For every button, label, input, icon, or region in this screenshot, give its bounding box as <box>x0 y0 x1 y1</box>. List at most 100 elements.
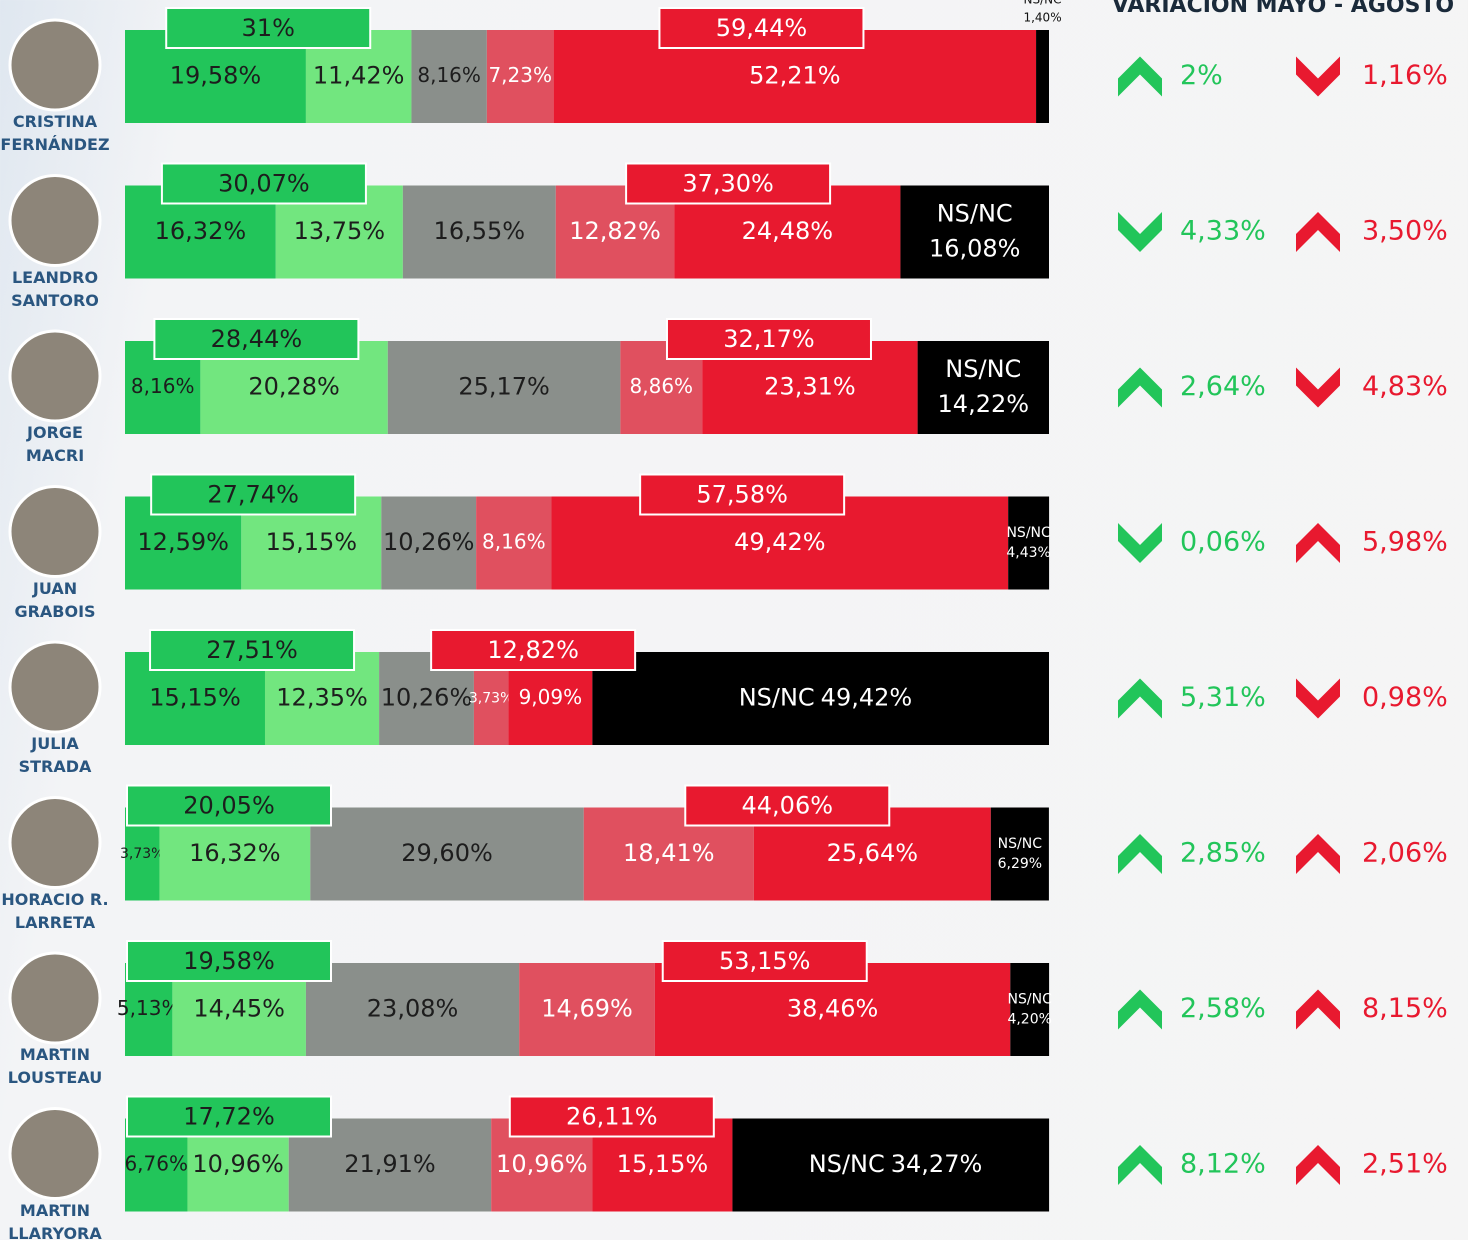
change-arrow <box>1118 834 1162 874</box>
change-label: 5,31% <box>1180 682 1266 713</box>
change-label: 4,33% <box>1180 216 1266 247</box>
total-label: 27,51% <box>206 636 298 664</box>
candidate-name: JORGE MACRI <box>0 421 113 467</box>
change-arrow <box>1118 212 1162 252</box>
change-arrow <box>1296 57 1340 97</box>
change-label: 8,15% <box>1362 993 1448 1024</box>
candidate-photo <box>10 953 100 1043</box>
segment-label: 52,21% <box>749 62 841 90</box>
candidate-name: JUAN GRABOIS <box>0 577 113 623</box>
segment-label: 20,28% <box>248 373 340 401</box>
segment-label: 5,13% <box>117 996 181 1020</box>
segment-label: 8,86% <box>630 374 694 398</box>
change-label: 2,51% <box>1362 1149 1448 1180</box>
segment-label: 8,16% <box>131 374 195 398</box>
segment-label: 18,41% <box>623 839 715 867</box>
nsnc-label: NS/NC <box>1024 0 1062 7</box>
nsnc-value-label: 4,43% <box>1006 545 1050 561</box>
segment-label: 16,32% <box>155 217 247 245</box>
change-label: 1,16% <box>1362 60 1448 91</box>
segment-label: 11,42% <box>313 62 405 90</box>
nsnc-label: NS/NC <box>739 684 815 712</box>
change-arrow <box>1118 368 1162 408</box>
total-label: 28,44% <box>211 325 303 353</box>
nsnc-label: NS/NC <box>809 1150 885 1178</box>
change-label: 4,83% <box>1362 371 1448 402</box>
segment-label: 8,16% <box>482 530 546 554</box>
segment-label: 23,31% <box>764 373 856 401</box>
change-arrow <box>1296 368 1340 408</box>
total-label: 17,72% <box>183 1103 275 1131</box>
candidate-name: LEANDRO SANTORO <box>0 266 113 312</box>
variation-title: VARIACIÓN MAYO - AGOSTO <box>1112 0 1454 18</box>
segment-label: 9,09% <box>519 685 583 709</box>
total-label: 30,07% <box>218 170 310 198</box>
total-label: 26,11% <box>566 1103 658 1131</box>
nsnc-value-label: 49,42% <box>821 684 913 712</box>
change-arrow <box>1296 1145 1340 1185</box>
candidate-photo <box>10 20 100 110</box>
change-label: 5,98% <box>1362 527 1448 558</box>
segment-label: 38,46% <box>787 995 879 1023</box>
change-arrow <box>1296 523 1340 563</box>
total-label: 19,58% <box>183 947 275 975</box>
segment-label: 3,73% <box>469 691 513 707</box>
total-label: 31% <box>242 14 295 42</box>
total-label: 44,06% <box>742 792 834 820</box>
change-arrow <box>1296 679 1340 719</box>
segment-label: 13,75% <box>294 217 386 245</box>
segment-label: 12,59% <box>137 528 229 556</box>
bar-segment <box>1036 30 1049 123</box>
change-label: 2,58% <box>1180 993 1266 1024</box>
segment-label: 10,26% <box>383 528 475 556</box>
change-arrow <box>1296 834 1340 874</box>
candidate-photo <box>10 798 100 888</box>
change-arrow <box>1118 679 1162 719</box>
candidate-photo <box>10 642 100 732</box>
candidate-name: MARTIN LLARYORA <box>0 1199 113 1240</box>
candidate-name: HORACIO R. LARRETA <box>0 888 113 934</box>
segment-label: 8,16% <box>417 63 481 87</box>
total-label: 59,44% <box>716 14 808 42</box>
change-arrow <box>1118 523 1162 563</box>
change-label: 2% <box>1180 60 1223 91</box>
segment-label: 10,96% <box>496 1150 588 1178</box>
candidate-photo <box>10 176 100 266</box>
segment-label: 49,42% <box>734 528 826 556</box>
nsnc-value-label: 14,22% <box>938 390 1030 418</box>
nsnc-value-label: 6,29% <box>998 856 1042 872</box>
total-label: 12,82% <box>487 636 579 664</box>
total-label: 53,15% <box>719 947 811 975</box>
candidate-name: JULIA STRADA <box>0 732 113 778</box>
change-label: 3,50% <box>1362 216 1448 247</box>
segment-label: 3,73% <box>120 846 164 862</box>
chart: VARIACIÓN MAYO - AGOSTO 19,58% 11,42% 8,16… <box>0 0 1468 1240</box>
bar-segment <box>1010 963 1049 1056</box>
bar-segment <box>991 808 1049 901</box>
segment-label: 10,26% <box>381 684 473 712</box>
change-label: 0,98% <box>1362 682 1448 713</box>
segment-label: 23,08% <box>367 995 459 1023</box>
segment-label: 10,96% <box>192 1150 284 1178</box>
total-label: 27,74% <box>207 481 299 509</box>
segment-label: 24,48% <box>742 217 834 245</box>
page: VARIACIÓN MAYO - AGOSTO 19,58% 11,42% 8,16… <box>0 0 1468 1240</box>
candidate-photo <box>10 1109 100 1199</box>
segment-label: 16,55% <box>434 217 526 245</box>
change-label: 2,85% <box>1180 838 1266 869</box>
change-label: 2,64% <box>1180 371 1266 402</box>
segment-label: 7,23% <box>488 63 552 87</box>
segment-label: 12,82% <box>569 217 661 245</box>
segment-label: 6,76% <box>124 1152 188 1176</box>
segment-label: 15,15% <box>617 1150 709 1178</box>
segment-label: 19,58% <box>170 62 262 90</box>
nsnc-value-label: 16,08% <box>929 234 1021 262</box>
change-label: 0,06% <box>1180 527 1266 558</box>
segment-label: 25,64% <box>827 839 919 867</box>
change-arrow <box>1296 212 1340 252</box>
total-label: 37,30% <box>682 170 774 198</box>
change-arrow <box>1296 990 1340 1030</box>
nsnc-value-label: 1,40% <box>1023 11 1061 25</box>
change-arrow <box>1118 990 1162 1030</box>
candidate-name: MARTIN LOUSTEAU <box>0 1043 113 1089</box>
